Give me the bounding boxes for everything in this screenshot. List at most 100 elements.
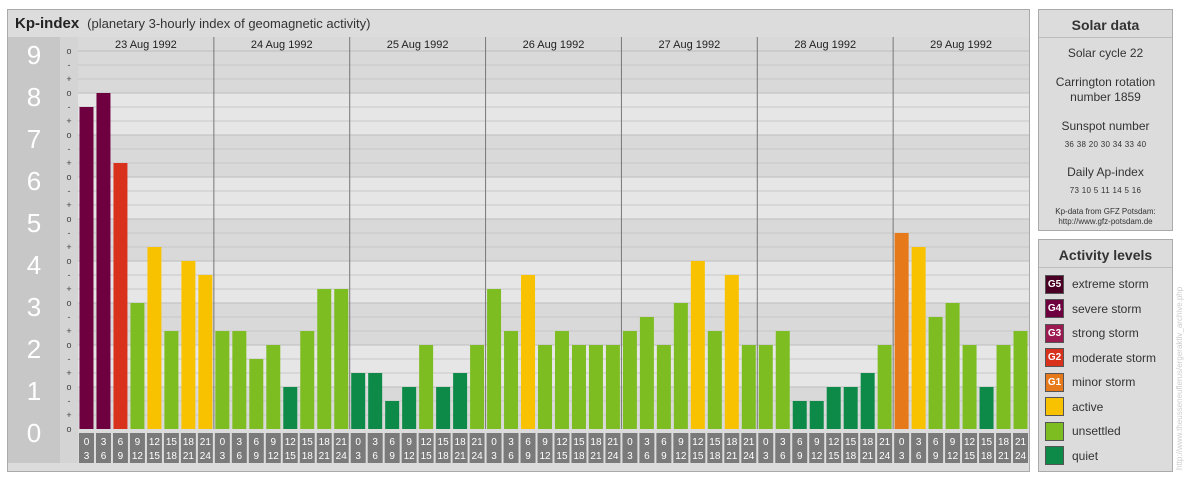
interval-end-label: 15 — [828, 451, 840, 462]
legend-label: strong storm — [1072, 326, 1139, 340]
kp-bar — [843, 387, 858, 429]
interval-label-box — [809, 433, 825, 463]
interval-end-label: 12 — [675, 451, 687, 462]
legend-swatch — [1045, 397, 1064, 416]
grid-band — [78, 177, 1029, 219]
interval-end-label: 21 — [319, 451, 331, 462]
kp-bar — [707, 331, 722, 429]
legend-swatch: G3 — [1045, 323, 1064, 343]
interval-end-label: 6 — [508, 451, 514, 462]
kp-bar — [775, 331, 790, 429]
minor-tick-label: o — [66, 172, 71, 182]
interval-label-box — [571, 433, 587, 463]
credit-line-1: Kp-data from GFZ Potsdam: — [1055, 207, 1156, 216]
interval-label-box — [758, 433, 774, 463]
kp-bar — [487, 289, 502, 429]
grid-band — [78, 219, 1029, 261]
interval-end-label: 24 — [336, 451, 348, 462]
minor-tick-label: - — [68, 228, 71, 238]
kp-bar — [249, 358, 264, 429]
interval-start-label: 9 — [406, 437, 412, 448]
interval-start-label: 3 — [101, 437, 107, 448]
minor-tick-label: + — [66, 284, 71, 294]
interval-label-box — [996, 433, 1012, 463]
interval-label-box — [622, 433, 638, 463]
ap-index-values: 73 10 5 11 14 5 16 — [1069, 186, 1142, 195]
interval-label-box — [826, 433, 842, 463]
day-label: 23 Aug 1992 — [115, 39, 177, 51]
grid-band — [78, 135, 1029, 177]
minor-tick-label: - — [68, 144, 71, 154]
minor-tick-label: o — [66, 46, 71, 56]
kp-bar — [622, 331, 637, 429]
interval-label-box — [180, 433, 196, 463]
minor-tick-label: o — [66, 382, 71, 392]
interval-end-label: 3 — [763, 451, 769, 462]
interval-label-box — [333, 433, 349, 463]
minor-tick-label: - — [68, 354, 71, 364]
minor-tick-label: o — [66, 424, 71, 434]
grid-band — [78, 261, 1029, 303]
interval-start-label: 15 — [981, 437, 993, 448]
kp-bar — [385, 400, 400, 429]
solar-data-panel: Solar data Solar cycle 22 Carrington rot… — [1038, 9, 1173, 231]
minor-tick-label: o — [66, 214, 71, 224]
kp-bar — [979, 387, 994, 429]
interval-start-label: 18 — [590, 437, 602, 448]
interval-label-box — [979, 433, 995, 463]
interval-end-label: 9 — [118, 451, 124, 462]
legend-row-quiet: quiet — [1045, 446, 1098, 466]
grid-band — [78, 93, 1029, 135]
kp-bar — [996, 345, 1011, 429]
legend-label: quiet — [1072, 448, 1099, 463]
interval-label-box — [401, 433, 417, 463]
interval-end-label: 6 — [101, 451, 107, 462]
activity-levels-title: Activity levels — [1039, 240, 1172, 268]
kp-bar — [215, 331, 230, 429]
legend-swatch: G5 — [1045, 274, 1064, 294]
y-tick-label: 4 — [27, 250, 41, 280]
interval-end-label: 6 — [237, 451, 243, 462]
interval-start-label: 9 — [814, 437, 820, 448]
interval-end-label: 15 — [149, 451, 161, 462]
legend-row-moderate-storm: G2 moderate storm — [1045, 348, 1156, 368]
interval-label-box — [452, 433, 468, 463]
interval-start-label: 0 — [355, 437, 361, 448]
y-tick-label: 2 — [27, 334, 41, 364]
interval-end-label: 24 — [472, 451, 484, 462]
kp-bar — [521, 274, 536, 429]
interval-end-label: 12 — [268, 451, 280, 462]
interval-label-box — [486, 433, 502, 463]
interval-end-label: 24 — [879, 451, 891, 462]
interval-label-box — [877, 433, 893, 463]
minor-tick-label: - — [68, 186, 71, 196]
day-label: 28 Aug 1992 — [794, 39, 856, 51]
interval-start-label: 9 — [678, 437, 684, 448]
interval-label-box — [214, 433, 230, 463]
interval-label-box — [911, 433, 927, 463]
minor-tick-label: o — [66, 88, 71, 98]
interval-start-label: 3 — [644, 437, 650, 448]
interval-label-box — [129, 433, 145, 463]
watermark-url: http://www.theusseneuflerus/ergeraktiv_a… — [1175, 286, 1184, 470]
legend-swatch — [1045, 446, 1064, 465]
kp-bar — [673, 303, 688, 429]
interval-start-label: 18 — [455, 437, 467, 448]
interval-end-label: 21 — [998, 451, 1010, 462]
interval-end-label: 3 — [220, 451, 226, 462]
interval-start-label: 3 — [237, 437, 243, 448]
interval-label-box — [843, 433, 859, 463]
interval-start-label: 3 — [508, 437, 514, 448]
interval-end-label: 9 — [933, 451, 939, 462]
interval-start-label: 15 — [166, 437, 178, 448]
interval-start-label: 6 — [389, 437, 395, 448]
minor-tick-label: + — [66, 242, 71, 252]
interval-start-label: 9 — [135, 437, 141, 448]
day-label: 26 Aug 1992 — [523, 39, 585, 51]
interval-end-label: 12 — [811, 451, 823, 462]
kp-bar — [826, 387, 841, 429]
interval-start-label: 9 — [950, 437, 956, 448]
interval-end-label: 18 — [573, 451, 585, 462]
interval-start-label: 15 — [302, 437, 314, 448]
